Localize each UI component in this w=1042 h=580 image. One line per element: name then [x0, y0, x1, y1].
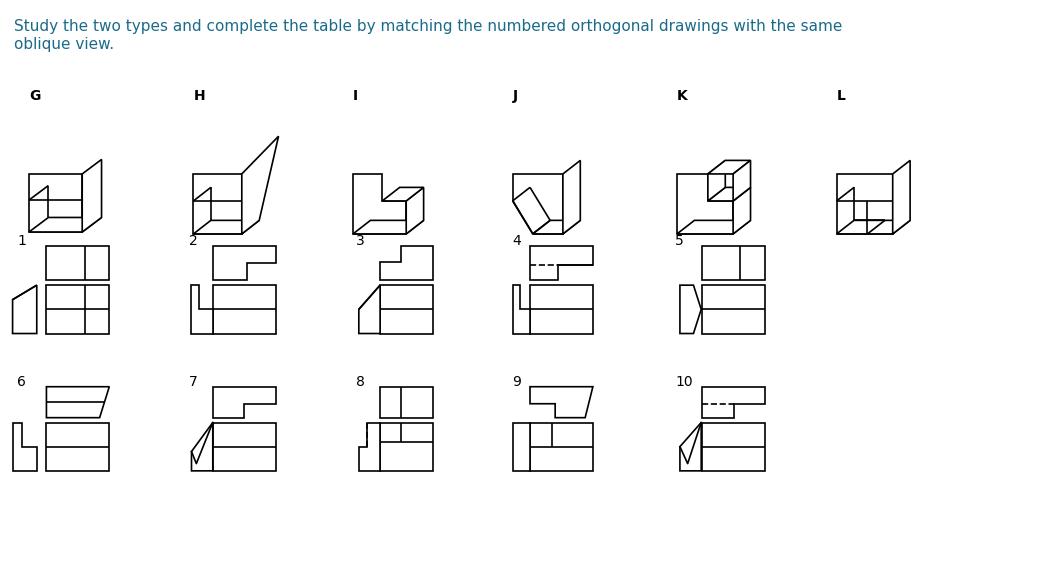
Polygon shape	[708, 161, 725, 201]
Polygon shape	[29, 174, 82, 232]
Polygon shape	[734, 161, 750, 201]
Text: I: I	[353, 89, 358, 103]
Polygon shape	[192, 285, 213, 334]
Text: 7: 7	[189, 375, 197, 389]
Polygon shape	[680, 422, 701, 471]
Text: 4: 4	[513, 234, 521, 248]
Polygon shape	[677, 220, 750, 234]
Polygon shape	[47, 387, 109, 418]
Polygon shape	[382, 187, 424, 201]
Bar	[213, 285, 276, 334]
Polygon shape	[82, 160, 101, 232]
Bar	[530, 422, 593, 471]
Bar	[47, 422, 109, 471]
Bar	[380, 285, 433, 334]
Text: L: L	[837, 89, 845, 103]
Text: 10: 10	[675, 375, 693, 389]
Bar	[47, 285, 109, 334]
Polygon shape	[194, 174, 242, 234]
Polygon shape	[380, 246, 433, 280]
Polygon shape	[406, 187, 424, 234]
Polygon shape	[702, 387, 765, 418]
Polygon shape	[358, 422, 380, 471]
Bar	[380, 387, 433, 418]
Polygon shape	[13, 422, 36, 471]
Text: 9: 9	[513, 375, 521, 389]
Polygon shape	[563, 161, 580, 234]
Polygon shape	[680, 285, 701, 334]
Polygon shape	[194, 220, 259, 234]
Text: J: J	[513, 89, 518, 103]
Bar	[380, 422, 433, 471]
Bar	[702, 422, 765, 471]
Bar	[702, 285, 765, 334]
Text: G: G	[29, 89, 41, 103]
Polygon shape	[29, 218, 101, 232]
Text: Study the two types and complete the table by matching the numbered orthogonal d: Study the two types and complete the tab…	[14, 19, 842, 52]
Polygon shape	[530, 246, 593, 280]
Polygon shape	[13, 285, 36, 334]
Polygon shape	[353, 220, 424, 234]
Text: 1: 1	[18, 234, 26, 248]
Polygon shape	[513, 285, 530, 334]
Bar	[213, 422, 276, 471]
Polygon shape	[708, 187, 750, 201]
Polygon shape	[213, 246, 276, 280]
Polygon shape	[893, 161, 910, 234]
Polygon shape	[242, 136, 278, 234]
Polygon shape	[213, 387, 276, 418]
Polygon shape	[513, 422, 530, 471]
Polygon shape	[513, 174, 563, 234]
Text: 2: 2	[189, 234, 197, 248]
Polygon shape	[530, 387, 593, 418]
Text: 8: 8	[356, 375, 365, 389]
Polygon shape	[677, 174, 734, 234]
Text: 3: 3	[356, 234, 365, 248]
Text: H: H	[194, 89, 205, 103]
Polygon shape	[734, 187, 750, 234]
Bar	[47, 246, 109, 280]
Text: 5: 5	[675, 234, 684, 248]
Bar	[702, 246, 765, 280]
Polygon shape	[837, 220, 910, 234]
Text: 6: 6	[18, 375, 26, 389]
Polygon shape	[708, 161, 750, 174]
Polygon shape	[353, 174, 406, 234]
Bar	[530, 285, 593, 334]
Polygon shape	[532, 220, 580, 234]
Polygon shape	[358, 285, 380, 334]
Polygon shape	[837, 174, 893, 234]
Polygon shape	[192, 422, 213, 471]
Text: K: K	[677, 89, 688, 103]
